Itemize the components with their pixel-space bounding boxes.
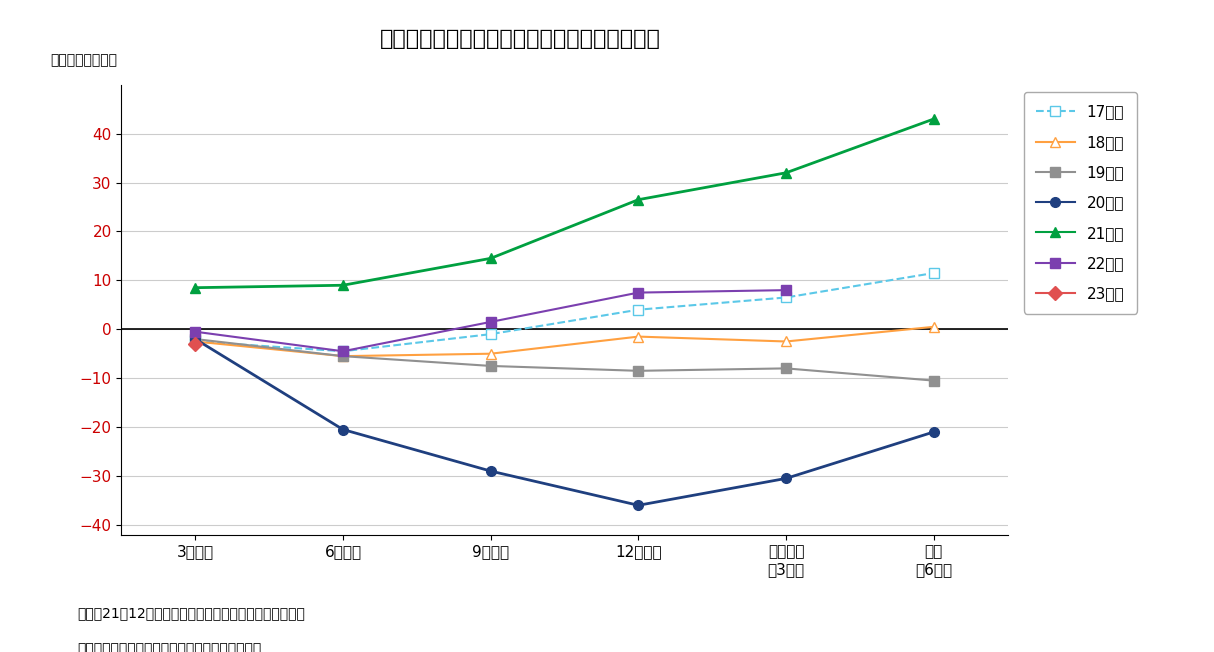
22年度	[483, 318, 498, 326]
17年度	[483, 330, 498, 338]
17年度	[926, 269, 941, 277]
19年度	[335, 352, 350, 360]
19年度	[631, 367, 646, 375]
20年度	[335, 426, 350, 434]
21年度	[926, 115, 941, 123]
18年度	[631, 333, 646, 340]
17年度	[779, 293, 794, 301]
Text: （資料）日本銀行「全国企業短期経済観測調査」: （資料）日本銀行「全国企業短期経済観測調査」	[78, 643, 261, 652]
20年度	[926, 428, 941, 436]
21年度	[335, 282, 350, 289]
22年度	[779, 286, 794, 294]
19年度	[779, 364, 794, 372]
Line: 22年度: 22年度	[191, 286, 792, 356]
19年度	[188, 335, 203, 343]
22年度	[335, 348, 350, 355]
Line: 20年度: 20年度	[191, 334, 938, 510]
22年度	[631, 289, 646, 297]
Line: 21年度: 21年度	[191, 114, 938, 293]
20年度	[188, 335, 203, 343]
Line: 19年度: 19年度	[191, 334, 938, 385]
18年度	[779, 338, 794, 346]
Legend: 17年度, 18年度, 19年度, 20年度, 21年度, 22年度, 23年度: 17年度, 18年度, 19年度, 20年度, 21年度, 22年度, 23年度	[1025, 93, 1136, 314]
18年度	[188, 338, 203, 346]
18年度	[926, 323, 941, 331]
20年度	[631, 501, 646, 509]
21年度	[188, 284, 203, 291]
17年度	[631, 306, 646, 314]
Text: （注）21年12月調査以降は調査対象見直し後の新ベース: （注）21年12月調査以降は調査対象見直し後の新ベース	[78, 606, 305, 621]
Text: （図表８）　経常利益計画（全規模・全産業）: （図表８） 経常利益計画（全規模・全産業）	[380, 29, 660, 49]
21年度	[631, 196, 646, 203]
21年度	[779, 169, 794, 177]
20年度	[779, 475, 794, 482]
19年度	[926, 377, 941, 385]
18年度	[335, 352, 350, 360]
Line: 18年度: 18年度	[191, 322, 938, 361]
17年度	[335, 348, 350, 355]
18年度	[483, 349, 498, 357]
22年度	[188, 328, 203, 336]
21年度	[483, 254, 498, 262]
19年度	[483, 362, 498, 370]
Text: （対前年比、％）: （対前年比、％）	[51, 53, 118, 67]
17年度	[188, 338, 203, 346]
20年度	[483, 467, 498, 475]
Line: 17年度: 17年度	[191, 268, 938, 356]
